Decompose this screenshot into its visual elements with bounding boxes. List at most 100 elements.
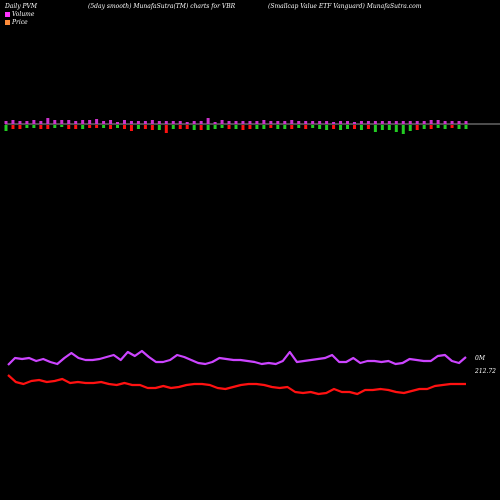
volume-bar-up bbox=[318, 121, 322, 124]
legend-price-label: Price bbox=[12, 19, 28, 26]
volume-bar-down bbox=[234, 125, 238, 129]
volume-bar-down bbox=[352, 125, 356, 129]
volume-bar-down bbox=[74, 125, 78, 129]
volume-bar-up bbox=[394, 121, 398, 124]
volume-line bbox=[7, 349, 467, 366]
legend-volume: Volume bbox=[5, 11, 34, 18]
volume-bar-down bbox=[443, 125, 447, 129]
volume-bar-down bbox=[11, 125, 15, 129]
volume-bar-up bbox=[429, 120, 433, 124]
volume-bar-up bbox=[415, 121, 419, 124]
volume-bar-up bbox=[283, 121, 287, 124]
volume-bar-up bbox=[213, 122, 217, 124]
volume-bar-up bbox=[25, 121, 29, 124]
volume-bar-up bbox=[408, 121, 412, 124]
volume-bar-up bbox=[262, 120, 266, 124]
volume-bar-up bbox=[339, 121, 343, 124]
volume-bar-up bbox=[157, 121, 161, 124]
volume-bar-down bbox=[429, 125, 433, 129]
volume-bar-down bbox=[25, 125, 29, 128]
volume-bar-down bbox=[157, 125, 161, 130]
volume-bar-down bbox=[192, 125, 196, 130]
volume-bar-up bbox=[4, 121, 8, 124]
volume-bar-down bbox=[206, 125, 210, 130]
legend-volume-swatch bbox=[5, 12, 10, 17]
volume-bar-up bbox=[102, 121, 106, 124]
volume-bar-up bbox=[53, 120, 57, 124]
volume-bar-down bbox=[464, 125, 468, 129]
volume-bar-up bbox=[46, 118, 50, 124]
volume-bar-up bbox=[304, 121, 308, 124]
volume-bar-down bbox=[129, 125, 133, 131]
volume-bar-down bbox=[81, 125, 85, 129]
volume-bar-down bbox=[178, 125, 182, 129]
volume-bar-up bbox=[171, 121, 175, 124]
volume-bar-down bbox=[220, 125, 224, 128]
volume-bar-up bbox=[269, 121, 273, 124]
volume-bar-up bbox=[290, 120, 294, 124]
volume-bar-up bbox=[74, 121, 78, 124]
volume-bar-up bbox=[241, 121, 245, 124]
volume-bar-down bbox=[248, 125, 252, 129]
chart-header-center: (5day smooth) MunafaSutra(TM) charts for… bbox=[88, 3, 236, 10]
volume-bar-down bbox=[122, 125, 126, 129]
volume-bar-up bbox=[443, 121, 447, 124]
volume-bar-down bbox=[276, 125, 280, 129]
volume-bar-up bbox=[359, 121, 363, 124]
volume-bar-down bbox=[136, 125, 140, 129]
volume-bar-up bbox=[401, 121, 405, 124]
volume-bar-down bbox=[227, 125, 231, 129]
volume-bar-up bbox=[311, 121, 315, 124]
volume-bar-up bbox=[248, 121, 252, 124]
volume-bar-down bbox=[415, 125, 419, 130]
volume-bar-down bbox=[290, 125, 294, 129]
volume-bar-down bbox=[39, 125, 43, 129]
volume-bar-down bbox=[4, 125, 8, 131]
volume-bar-down bbox=[116, 125, 120, 128]
volume-bar-down bbox=[373, 125, 377, 132]
volume-bar-up bbox=[129, 121, 133, 124]
volume-bar-up bbox=[332, 122, 336, 124]
volume-bar-down bbox=[46, 125, 50, 129]
legend-volume-label: Volume bbox=[12, 11, 35, 18]
volume-bar-up bbox=[297, 121, 301, 124]
volume-bar-down bbox=[88, 125, 92, 128]
volume-bar-down bbox=[325, 125, 329, 130]
volume-bar-down bbox=[95, 125, 99, 128]
volume-bar-down bbox=[436, 125, 440, 128]
volume-bar-up bbox=[450, 121, 454, 124]
volume-bar-up bbox=[387, 121, 391, 124]
chart-header-right: (Smallcap Value ETF Vanguard) MunafaSutr… bbox=[268, 3, 422, 10]
volume-bar-up bbox=[11, 120, 15, 124]
volume-bar-up bbox=[457, 121, 461, 124]
volume-bar-down bbox=[171, 125, 175, 129]
volume-bar-down bbox=[109, 125, 113, 129]
volume-bar-up bbox=[164, 121, 168, 124]
volume-bar-up bbox=[220, 120, 224, 124]
volume-bar-down bbox=[18, 125, 22, 129]
volume-bar-up bbox=[116, 122, 120, 124]
volume-bar-up bbox=[109, 120, 113, 124]
volume-bar-up bbox=[276, 121, 280, 124]
volume-bar-down bbox=[359, 125, 363, 130]
volume-bar-down bbox=[422, 125, 426, 129]
volume-bar-up bbox=[227, 121, 231, 124]
volume-bar-down bbox=[213, 125, 217, 129]
volume-bar-down bbox=[304, 125, 308, 129]
volume-bar-down bbox=[164, 125, 168, 133]
volume-bar-up bbox=[192, 121, 196, 124]
volume-bar-up bbox=[143, 121, 147, 124]
volume-bar-up bbox=[32, 120, 36, 124]
price-axis-label: 212.72 bbox=[475, 368, 496, 375]
volume-bar-down bbox=[143, 125, 147, 129]
volume-bar-down bbox=[255, 125, 259, 129]
volume-bar-down bbox=[339, 125, 343, 130]
volume-bar-up bbox=[352, 122, 356, 124]
price-line bbox=[7, 374, 466, 396]
volume-bar-down bbox=[346, 125, 350, 129]
volume-bar-up bbox=[234, 121, 238, 124]
volume-bar-down bbox=[297, 125, 301, 128]
volume-bar-down bbox=[60, 125, 64, 127]
volume-bar-up bbox=[39, 121, 43, 124]
